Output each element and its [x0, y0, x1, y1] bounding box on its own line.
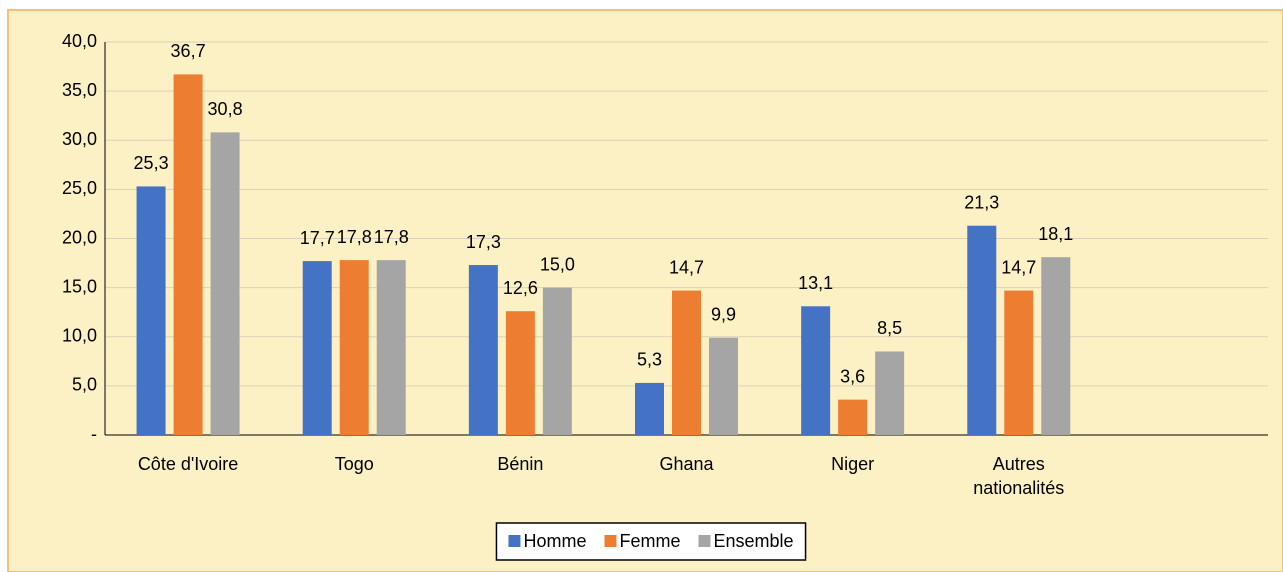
bar	[709, 337, 738, 435]
y-tick-label: 20,0	[62, 227, 97, 247]
data-label: 12,6	[503, 278, 538, 298]
bar	[967, 225, 997, 435]
bar	[136, 186, 166, 435]
bar	[542, 287, 572, 435]
legend-label: Ensemble	[713, 531, 793, 551]
data-label: 17,3	[466, 232, 501, 252]
bar	[339, 260, 369, 435]
data-label: 36,7	[171, 41, 206, 61]
y-tick-label: 40,0	[62, 31, 97, 51]
data-label: 17,8	[337, 227, 372, 247]
x-tick-label: Togo	[335, 454, 374, 474]
data-label: 13,1	[798, 273, 833, 293]
bar	[376, 260, 406, 435]
legend-swatch	[604, 535, 617, 547]
bar	[210, 132, 240, 435]
data-label: 8,5	[877, 318, 902, 338]
bar	[635, 382, 664, 435]
data-label: 21,3	[964, 192, 999, 212]
legend-label: Femme	[619, 531, 680, 551]
data-label: 3,6	[840, 366, 865, 386]
bar	[1004, 290, 1034, 435]
bar	[838, 399, 868, 435]
data-label: 25,3	[134, 153, 169, 173]
bar	[672, 290, 701, 435]
y-tick-label: 35,0	[62, 80, 97, 100]
data-label: 5,3	[637, 350, 662, 370]
data-label: 30,8	[208, 99, 243, 119]
data-label: 14,7	[1001, 257, 1036, 277]
bar	[801, 306, 831, 435]
bar	[875, 351, 905, 435]
data-label: 18,1	[1038, 224, 1073, 244]
y-tick-label: 5,0	[72, 375, 97, 395]
y-tick-label: -	[91, 424, 97, 444]
bar	[302, 261, 332, 435]
data-label: 14,7	[669, 257, 704, 277]
x-tick-label: Niger	[831, 454, 874, 474]
y-tick-label: 15,0	[62, 276, 97, 296]
y-tick-label: 25,0	[62, 178, 97, 198]
y-tick-label: 10,0	[62, 326, 97, 346]
x-tick-label: Côte d'Ivoire	[138, 454, 239, 474]
legend: Homme Femme Ensemble	[495, 522, 807, 561]
legend-swatch	[508, 535, 521, 547]
x-tick-label: Autres nationalités	[973, 454, 1064, 498]
data-label: 15,0	[540, 254, 575, 274]
x-tick-label: Ghana	[659, 454, 714, 474]
legend-box	[495, 522, 807, 561]
bar	[1041, 257, 1071, 435]
bar	[468, 265, 498, 435]
data-label: 17,7	[300, 228, 335, 248]
legend-label: Homme	[523, 531, 586, 551]
legend-swatch	[698, 535, 711, 547]
x-tick-label: Bénin	[497, 454, 543, 474]
y-tick-label: 30,0	[62, 129, 97, 149]
bar	[173, 74, 203, 436]
bar	[505, 311, 535, 435]
data-label: 9,9	[711, 304, 736, 324]
data-label: 17,8	[374, 227, 409, 247]
